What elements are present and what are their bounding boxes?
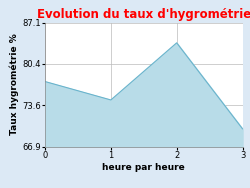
Title: Evolution du taux d'hygrométrie: Evolution du taux d'hygrométrie — [36, 8, 250, 21]
X-axis label: heure par heure: heure par heure — [102, 163, 185, 172]
Y-axis label: Taux hygrométrie %: Taux hygrométrie % — [10, 34, 19, 136]
